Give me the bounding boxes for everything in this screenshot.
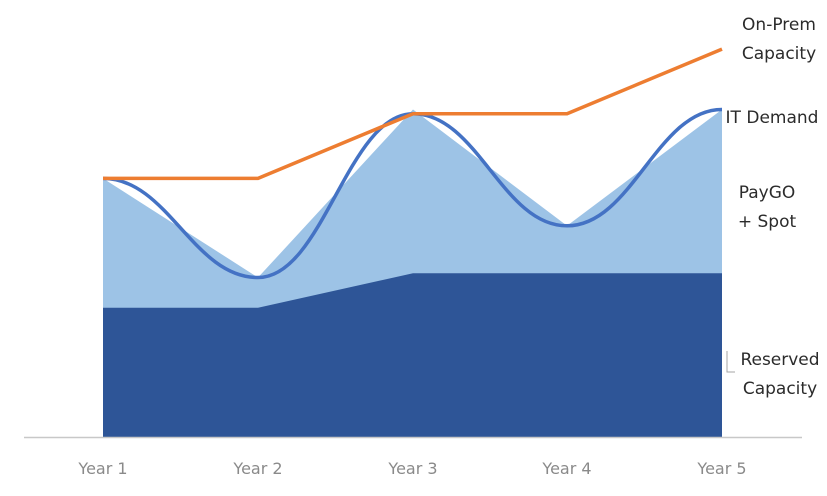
reserved-capacity-label: Capacity bbox=[743, 379, 817, 399]
area-layer bbox=[103, 109, 722, 437]
paygo-spot-label: PayGO bbox=[739, 183, 796, 203]
x-tick-label: Year 5 bbox=[696, 459, 746, 478]
series-labels: On-Prem Capacity IT Demand PayGO + Spot Reser… bbox=[726, 15, 820, 399]
reserved-label-leader bbox=[726, 351, 735, 373]
reserved-capacity-area bbox=[103, 273, 722, 437]
x-tick-label: Year 1 bbox=[77, 459, 127, 478]
on-prem-capacity-label: Capacity bbox=[742, 44, 816, 64]
x-tick-labels: Year 1 Year 2 Year 3 Year 4 Year 5 bbox=[77, 459, 746, 478]
x-tick-label: Year 2 bbox=[232, 459, 282, 478]
x-tick-label: Year 3 bbox=[387, 459, 437, 478]
on-prem-capacity-line bbox=[103, 47, 723, 181]
line-layer bbox=[102, 47, 723, 280]
reserved-capacity-label: Reserved bbox=[740, 350, 819, 370]
x-tick-label: Year 4 bbox=[541, 459, 591, 478]
paygo-spot-label: + Spot bbox=[738, 212, 797, 232]
on-prem-capacity-label: On-Prem bbox=[742, 15, 816, 35]
it-demand-label: IT Demand bbox=[726, 108, 819, 128]
